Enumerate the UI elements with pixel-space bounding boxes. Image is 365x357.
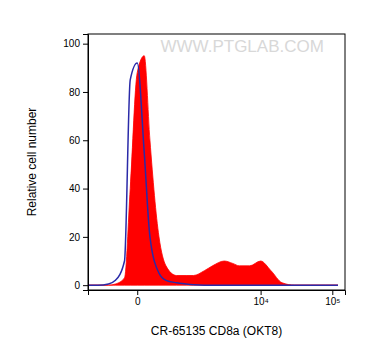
tick: 10⁵ [325,290,340,307]
y-axis: 0 20 40 60 80 100 [63,35,88,291]
tick: 20 [69,232,88,243]
tick: 60 [69,135,88,146]
tick-mark [83,237,88,238]
tick: 0 [135,290,141,307]
tick-label: 80 [69,87,81,98]
x-axis-title: CR-65135 CD8a (OKT8) [151,324,282,338]
tick: 0 [74,280,88,291]
watermark: WWW.PTGLAB.COM [161,37,324,56]
tick-mark [83,189,88,190]
tick-mark [83,285,88,286]
tick: 100 [63,38,88,49]
tick-label: 10⁴ [253,296,268,307]
tick-label: 100 [63,38,80,49]
tick-mark [83,44,88,45]
chart: WWW.PTGLAB.COM 0 10⁴ 10⁵ 0 20 40 60 80 100 CR-6513… [0,0,365,357]
axis-line [89,291,346,296]
tick-mark [261,290,262,295]
tick-mark [137,290,138,295]
tick-mark [83,140,88,141]
tick-mark [83,92,88,93]
tick-mark [332,290,333,295]
tick-label: 20 [69,232,81,243]
tick-label: 10⁵ [325,296,340,307]
tick-label: 0 [74,280,80,291]
tick: 80 [69,87,88,98]
axis-line [83,35,89,291]
plot-marks [88,56,338,285]
tick-label: 0 [135,296,141,307]
x-axis: 0 10⁴ 10⁵ [89,290,346,307]
histogram-area [88,56,338,285]
y-axis-title: Relative cell number [25,108,39,217]
tick-label: 40 [69,183,81,194]
histogram-line [88,63,338,285]
tick-label: 60 [69,135,81,146]
tick: 10⁴ [253,290,268,307]
tick: 40 [69,183,88,194]
plot-frame [88,34,345,290]
